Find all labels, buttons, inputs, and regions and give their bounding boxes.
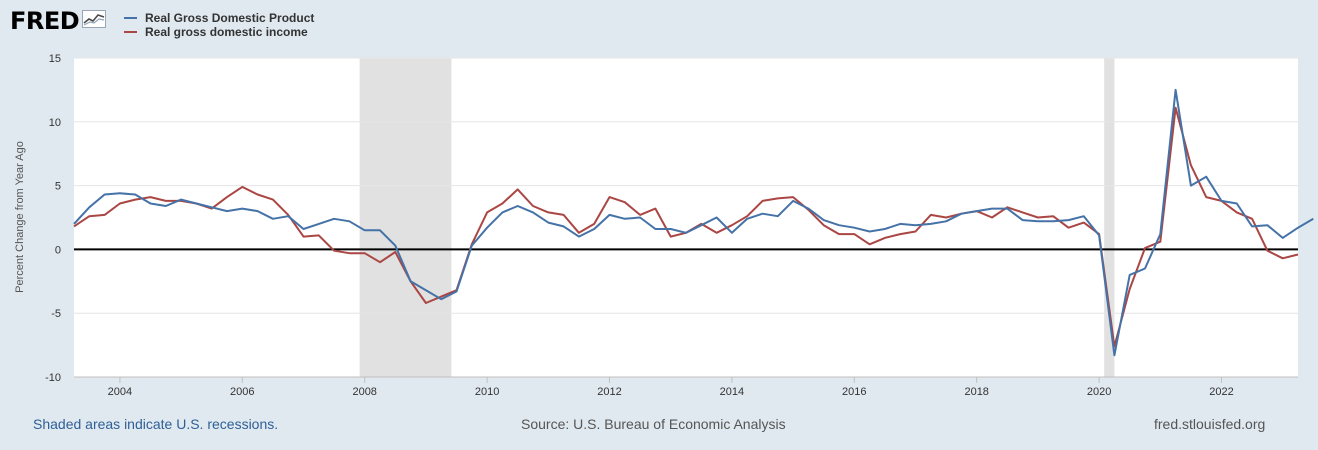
y-axis-label: Percent Change from Year Ago <box>14 141 26 293</box>
y-tick-label--10: -10 <box>45 372 61 384</box>
x-axis-ticks: 2004 2006 2008 2010 2012 2014 2016 2018 2020 2022 <box>74 376 1298 398</box>
x-tick-label-2004: 2004 <box>108 386 132 398</box>
fred-logo[interactable]: FRED <box>10 7 107 35</box>
recession-bands <box>359 58 1115 377</box>
x-tick-label-2014: 2014 <box>720 386 744 398</box>
series-lines <box>73 88 1314 357</box>
x-tick-label-2020: 2020 <box>1087 386 1111 398</box>
recession-band-1 <box>1104 58 1115 377</box>
site-url[interactable]: fred.stlouisfed.org <box>1154 416 1266 432</box>
y-tick-label-15: 15 <box>49 53 61 65</box>
legend-item-gdi[interactable]: Real gross domestic income <box>124 25 314 39</box>
x-tick-label-2022: 2022 <box>1209 386 1233 398</box>
line-chart: 15 10 5 0 -5 -10 2004 2006 2008 2010 2012 2014 2016… <box>14 53 1314 398</box>
y-axis-ticks: 15 10 5 0 -5 -10 <box>45 53 61 384</box>
y-tick-label-0: 0 <box>55 244 61 256</box>
y-tick-label-5: 5 <box>55 181 61 193</box>
x-tick-label-2016: 2016 <box>842 386 866 398</box>
y-tick-label-10: 10 <box>49 117 61 129</box>
recession-band-0 <box>359 58 452 377</box>
legend-label-gdi: Real gross domestic income <box>145 25 308 39</box>
x-tick-label-2012: 2012 <box>597 386 621 398</box>
x-tick-label-2010: 2010 <box>475 386 499 398</box>
legend-swatch-gdp <box>124 17 137 19</box>
line-chart-icon <box>82 9 107 33</box>
logo-text: FRED <box>10 7 80 35</box>
legend-label-gdp: Real Gross Domestic Product <box>145 11 315 25</box>
series-line-gdp <box>73 88 1314 357</box>
x-tick-label-2018: 2018 <box>964 386 988 398</box>
legend-item-gdp[interactable]: Real Gross Domestic Product <box>124 11 314 25</box>
chart-legend: Real Gross Domestic Product Real gross d… <box>124 11 314 39</box>
recession-note-link[interactable]: Shaded areas indicate U.S. recessions. <box>33 416 279 432</box>
y-tick-label--5: -5 <box>51 308 61 320</box>
chart-header: FRED Real Gross Domestic Product Real gr… <box>0 0 1318 50</box>
source-text: Source: U.S. Bureau of Economic Analysis <box>521 416 786 432</box>
x-tick-label-2006: 2006 <box>230 386 254 398</box>
legend-swatch-gdi <box>124 31 137 33</box>
x-tick-label-2008: 2008 <box>352 386 376 398</box>
